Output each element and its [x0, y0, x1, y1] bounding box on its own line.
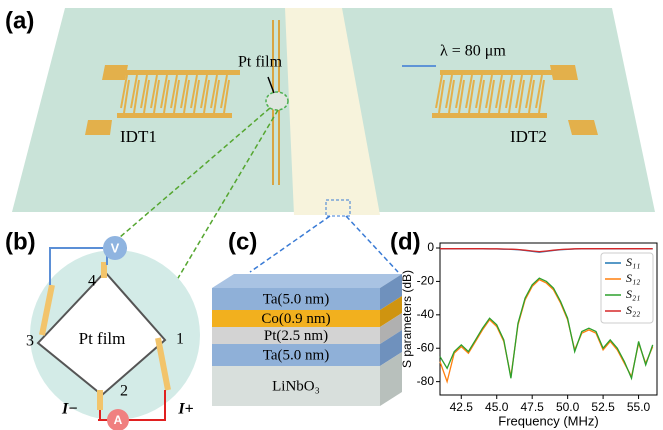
current-label: I−	[61, 401, 78, 418]
legend-label: S₁₂	[626, 271, 640, 285]
pad	[102, 65, 128, 80]
layer-label: Pt(2.5 nm)	[264, 328, 328, 344]
x-tick-label: 42.5	[450, 400, 474, 414]
page: Pt film λ = 80 μm IDT1 IDT2 (a) V A 4 3 …	[0, 0, 663, 430]
zoom-line	[250, 216, 330, 272]
layer-label: LiNbO₃	[272, 378, 320, 394]
bus-bar	[125, 70, 240, 75]
voltmeter-label: V	[111, 240, 120, 255]
pad	[85, 120, 112, 135]
legend-label: S₂₂	[626, 303, 640, 317]
ammeter-label: A	[114, 413, 123, 427]
legend-label: S₂₁	[626, 287, 640, 301]
pt-film-spot	[266, 92, 288, 110]
y-tick-label: 0	[427, 240, 434, 254]
panel-label: (c)	[228, 228, 257, 255]
terminal-label: 2	[120, 383, 128, 400]
bus-bar	[117, 113, 232, 118]
layer-stack: Ta(5.0 nm) Co(0.9 nm)Pt(2.5 nm) Ta(5.0 nm)…	[212, 274, 402, 406]
x-tick-label: 45.0	[485, 400, 509, 414]
y-tick-label: -80	[417, 374, 435, 388]
film-label: Pt film	[79, 329, 126, 348]
terminal-label: 4	[88, 273, 96, 290]
x-axis-label: Frequency (MHz)	[498, 413, 598, 428]
figure: Pt film λ = 80 μm IDT1 IDT2 (a) V A 4 3 …	[0, 0, 663, 430]
idt1-label: IDT1	[120, 127, 157, 146]
chart: 0 -20 -40 -60 -80 42.5 45.0 47.5 50.0 52.5 55.0 Fre…	[390, 228, 657, 428]
layer-label: Co(0.9 nm)	[261, 311, 330, 327]
layer-label: Ta(5.0 nm)	[263, 291, 329, 307]
y-tick-label: -20	[417, 274, 435, 288]
x-tick-label: 55.0	[627, 400, 651, 414]
panel-label: (d)	[390, 228, 421, 255]
x-tick-label: 50.0	[556, 400, 580, 414]
bus-bar	[432, 113, 547, 118]
terminal-label: 1	[176, 331, 184, 348]
idt2-label: IDT2	[510, 127, 547, 146]
legend-label: S₁₁	[626, 255, 640, 269]
terminal-label: 3	[26, 333, 34, 350]
y-tick-label: -60	[417, 340, 435, 354]
pt-film-label: Pt film	[238, 54, 283, 71]
current-label: I+	[177, 401, 193, 418]
y-axis-label: S parameters (dB)	[400, 270, 414, 368]
top-face	[212, 274, 402, 288]
panel-label: (a)	[5, 7, 34, 34]
bus-bar	[440, 70, 555, 75]
wavelength-label: λ = 80 μm	[440, 43, 506, 60]
pad	[568, 120, 598, 135]
x-tick-label: 52.5	[591, 400, 615, 414]
panel-label: (b)	[5, 228, 36, 255]
pad	[550, 65, 578, 80]
x-tick-label: 47.5	[521, 400, 545, 414]
y-tick-label: -40	[417, 307, 435, 321]
layer-label: Ta(5.0 nm)	[263, 347, 329, 363]
